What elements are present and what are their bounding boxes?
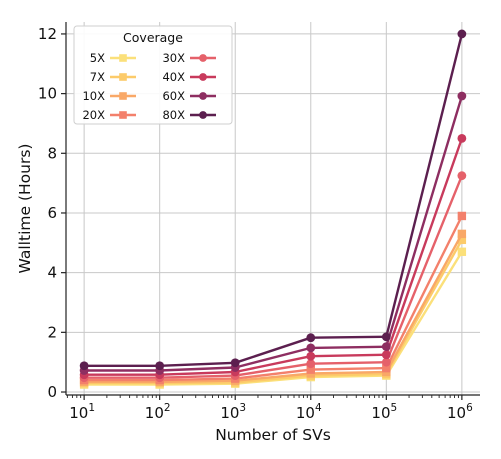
data-point-40x xyxy=(457,133,467,143)
series-line-5x xyxy=(84,251,463,386)
axes xyxy=(61,22,480,400)
data-point-30x xyxy=(457,171,467,181)
data-point-60x xyxy=(457,91,467,101)
legend-label: 30X xyxy=(162,51,185,65)
legend-swatch-marker xyxy=(119,92,127,100)
legend-label: 20X xyxy=(82,108,105,122)
x-tick-label: 106 xyxy=(447,402,473,422)
legend-label: 7X xyxy=(90,70,105,84)
legend-swatch-marker xyxy=(199,54,207,62)
legend-frame xyxy=(73,25,233,125)
data-point-7x xyxy=(457,235,467,245)
legend-label: 80X xyxy=(162,108,185,122)
y-tick-label: 2 xyxy=(47,323,57,341)
legend-swatch-marker xyxy=(119,54,127,62)
legend-swatch-marker xyxy=(199,92,207,100)
data-point-20x xyxy=(457,211,467,221)
data-point-80x xyxy=(457,29,467,39)
x-tick-label: 103 xyxy=(220,402,246,422)
y-tick-label: 8 xyxy=(47,144,57,162)
y-tick-label: 6 xyxy=(47,204,57,222)
legend: Coverage 5X 7X 10X 20X 30X 40X 60X 80X xyxy=(73,25,233,125)
series-40x xyxy=(79,133,467,380)
data-point-80x xyxy=(381,332,391,342)
data-point-20x xyxy=(382,363,391,373)
data-point-80x xyxy=(230,358,240,368)
legend-title: Coverage xyxy=(123,30,183,45)
legend-item-80x: 80X xyxy=(162,108,216,122)
legend-item-60x: 60X xyxy=(162,89,216,103)
data-point-40x xyxy=(306,351,316,361)
data-point-60x xyxy=(381,342,391,352)
data-point-60x xyxy=(306,343,316,353)
x-tick-label: 105 xyxy=(371,402,397,422)
legend-label: 60X xyxy=(162,89,185,103)
legend-swatch-marker xyxy=(119,73,127,81)
series-line-80x xyxy=(84,33,464,367)
data-point-20x xyxy=(306,365,315,374)
legend-item-10x: 10X xyxy=(82,89,136,103)
data-point-5x xyxy=(457,247,467,256)
series-line-30x xyxy=(84,175,464,379)
legend-swatch-marker xyxy=(199,73,207,81)
legend-label: 40X xyxy=(162,70,185,84)
series-line-20x xyxy=(84,215,463,382)
series-80x xyxy=(79,29,467,371)
series-group xyxy=(79,29,467,389)
tick-labels: 0 2 4 6 8 10 12 101 102 103 104 105 106 xyxy=(38,25,473,422)
x-tick-label: 104 xyxy=(296,402,322,422)
data-point-30x xyxy=(381,357,391,367)
data-point-80x xyxy=(155,361,165,371)
data-point-40x xyxy=(381,350,391,360)
series-line-10x xyxy=(84,233,463,384)
legend-label: 10X xyxy=(82,89,105,103)
series-5x xyxy=(79,247,467,389)
legend-item-20x: 20X xyxy=(82,108,136,122)
data-point-10x xyxy=(457,229,467,239)
series-line-7x xyxy=(84,239,463,385)
x-axis-title: Number of SVs xyxy=(215,426,331,444)
legend-item-30x: 30X xyxy=(162,51,216,65)
y-tick-label: 0 xyxy=(47,383,57,401)
legend-item-5x: 5X xyxy=(90,51,136,65)
data-point-80x xyxy=(306,333,316,343)
x-tick-label: 101 xyxy=(69,402,95,422)
data-point-80x xyxy=(79,361,89,371)
legend-item-7x: 7X xyxy=(90,70,136,84)
y-tick-label: 12 xyxy=(38,25,57,43)
legend-swatch-marker xyxy=(119,111,127,119)
y-tick-label: 4 xyxy=(47,264,57,282)
legend-label: 5X xyxy=(90,51,105,65)
legend-swatch-marker xyxy=(199,111,207,119)
y-tick-label: 10 xyxy=(38,85,57,103)
data-point-30x xyxy=(306,359,316,369)
series-line-60x xyxy=(84,95,464,372)
x-tick-label: 102 xyxy=(145,402,171,422)
legend-item-40x: 40X xyxy=(162,70,216,84)
series-line-40x xyxy=(84,138,464,376)
y-axis-title: Walltime (Hours) xyxy=(16,144,34,274)
